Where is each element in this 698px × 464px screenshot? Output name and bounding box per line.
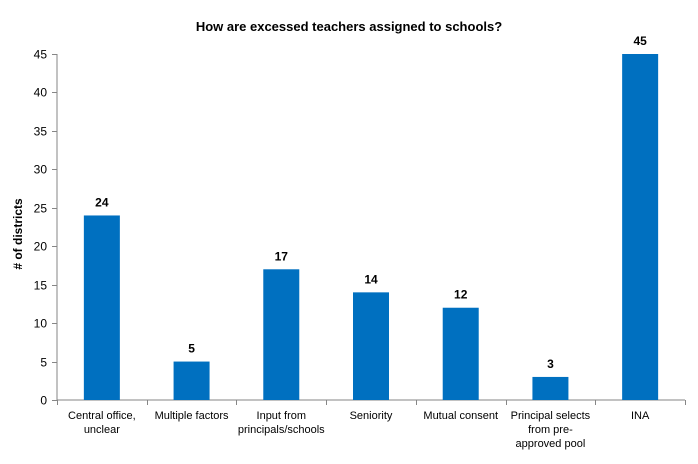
y-tick-label: 25 (34, 202, 48, 216)
x-tick-label: approved pool (516, 438, 586, 450)
y-tick-label: 45 (34, 48, 48, 62)
y-tick-label: 40 (34, 86, 48, 100)
y-axis-label: # of districts (11, 198, 25, 270)
chart-title: How are excessed teachers assigned to sc… (195, 19, 503, 34)
x-tick-label: from pre- (528, 424, 573, 436)
data-label: 24 (95, 195, 109, 209)
data-label: 14 (364, 272, 378, 286)
y-tick-label: 15 (34, 279, 48, 293)
x-tick-label: Principal selects (511, 410, 591, 422)
data-label: 17 (275, 249, 289, 263)
bar (353, 292, 389, 400)
x-tick-label: Multiple factors (155, 410, 229, 422)
bar (263, 269, 300, 400)
bar (532, 376, 569, 400)
x-tick-label: Seniority (350, 410, 393, 422)
bar (173, 361, 210, 400)
data-label: 45 (633, 34, 647, 48)
x-tick-label: principals/schools (238, 424, 325, 436)
y-tick-label: 5 (40, 356, 47, 370)
data-label: 12 (454, 288, 468, 302)
x-tick-label: Input from (257, 410, 307, 422)
y-tick-label: 10 (34, 317, 48, 331)
y-tick-label: 30 (34, 163, 48, 177)
data-label: 3 (547, 357, 554, 371)
y-tick-label: 35 (34, 125, 48, 139)
data-label: 5 (188, 342, 195, 356)
x-tick-label: Central office, (68, 410, 136, 422)
bar (83, 215, 120, 400)
bar (442, 307, 479, 400)
x-tick-label: unclear (84, 424, 120, 436)
y-tick-label: 20 (34, 240, 48, 254)
bar (622, 54, 659, 400)
x-tick-label: INA (631, 410, 650, 422)
y-tick-label: 0 (40, 394, 47, 408)
x-tick-label: Mutual consent (423, 410, 498, 422)
